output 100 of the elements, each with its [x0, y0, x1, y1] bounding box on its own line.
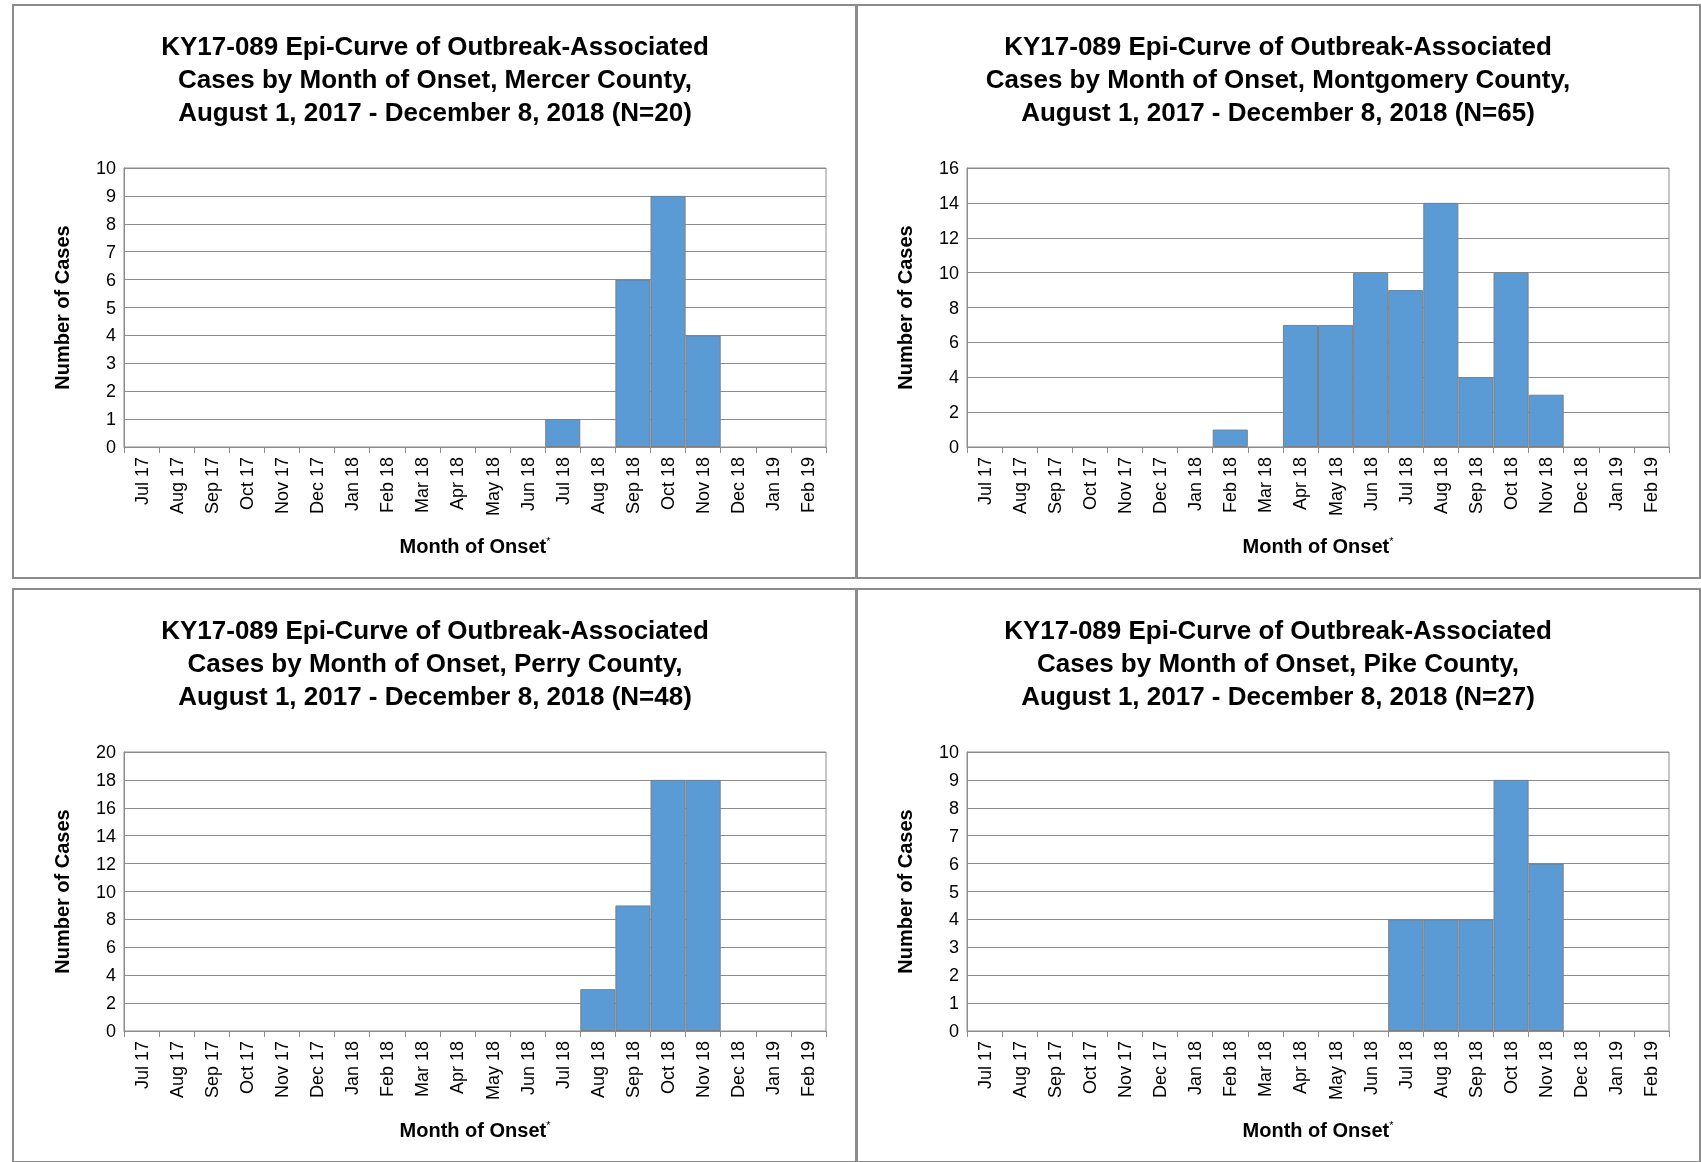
x-tick-label: Feb 19 [798, 457, 819, 514]
x-tick-label: Oct 18 [658, 1041, 679, 1095]
x-tick-label: Aug 18 [1430, 1041, 1451, 1099]
y-tick-label: 5 [948, 881, 959, 902]
x-tick-label: Jun 18 [517, 457, 538, 512]
y-tick-label: 4 [105, 325, 116, 346]
x-tick-label: Apr 18 [1290, 1041, 1311, 1095]
y-tick-label: 9 [105, 185, 116, 206]
x-tick-label: Sep 18 [1465, 457, 1486, 515]
x-tick-label: Dec 18 [1571, 457, 1592, 515]
y-tick-label: 0 [948, 437, 959, 457]
x-tick-label: Feb 18 [1220, 1041, 1241, 1098]
x-tick-label: Nov 18 [1536, 457, 1557, 515]
y-axis-title: Number of Cases [51, 225, 73, 390]
x-tick-label: Apr 18 [1290, 457, 1311, 511]
x-tick-label: Feb 18 [377, 1041, 398, 1098]
chart-title: KY17-089 Epi-Curve of Outbreak-Associated Cases by Month of Onset, Montgomery County, August 1, 2017 - December 8, 2018 (N=65) [985, 30, 1571, 127]
x-tick-label: Jul 17 [131, 457, 152, 506]
y-axis-title: Number of Cases [894, 809, 916, 974]
x-tick-label: Dec 18 [728, 1041, 749, 1099]
y-tick-label: 6 [948, 853, 959, 874]
x-tick-label: Feb 19 [1641, 1041, 1662, 1098]
y-tick-label: 7 [105, 241, 116, 262]
y-tick-label: 10 [938, 262, 959, 283]
y-tick-label: 5 [105, 297, 116, 318]
bar [545, 419, 581, 447]
x-tick-label: Nov 17 [271, 1041, 292, 1099]
y-tick-label: 16 [938, 158, 959, 178]
x-tick-label: Feb 19 [1641, 457, 1662, 514]
y-tick-label: 0 [105, 437, 116, 457]
x-tick-label: Sep 17 [201, 457, 222, 515]
x-tick-label: Nov 17 [271, 457, 292, 515]
x-tick-label: Nov 17 [1114, 457, 1135, 515]
y-tick-label: 8 [948, 297, 959, 318]
x-tick-label: Mar 18 [412, 1041, 433, 1098]
x-tick-label: Aug 17 [1009, 1041, 1030, 1099]
x-tick-label: Jan 19 [1606, 457, 1627, 512]
y-tick-label: 12 [95, 853, 116, 874]
x-tick-label: May 18 [1325, 1041, 1346, 1101]
x-tick-label: Jan 19 [763, 457, 784, 512]
x-tick-label: Sep 17 [201, 1041, 222, 1099]
chart-title: KY17-089 Epi-Curve of Outbreak-Associated Cases by Month of Onset, Mercer County, August 1, 2017 - December 8, 2018 (N=20) [161, 30, 709, 127]
x-tick-label: Dec 17 [1150, 457, 1171, 515]
x-axis-title: Month of Onset* [399, 1118, 552, 1141]
x-tick-label: Jul 18 [1395, 1041, 1416, 1090]
x-tick-label: Sep 18 [1465, 1041, 1486, 1099]
bar [1212, 429, 1248, 447]
x-tick-label: Dec 18 [1571, 1041, 1592, 1099]
x-tick-label: Jan 18 [1185, 457, 1206, 512]
y-tick-label: 12 [938, 227, 959, 248]
y-tick-label: 6 [105, 937, 116, 958]
x-tick-label: Jan 19 [763, 1041, 784, 1096]
y-tick-label: 2 [948, 402, 959, 423]
y-tick-label: 6 [948, 332, 959, 353]
x-tick-label: Nov 18 [693, 457, 714, 515]
x-tick-label: Jan 18 [342, 457, 363, 512]
x-tick-label: Oct 18 [658, 457, 679, 511]
y-tick-label: 2 [105, 381, 116, 402]
x-tick-label: Mar 18 [1255, 457, 1276, 514]
x-tick-label: May 18 [1325, 457, 1346, 517]
x-tick-label: May 18 [482, 1041, 503, 1101]
y-tick-label: 3 [948, 937, 959, 958]
x-tick-label: Feb 19 [798, 1041, 819, 1098]
x-tick-label: Oct 18 [1501, 457, 1522, 511]
x-tick-label: Jul 17 [974, 457, 995, 506]
y-tick-label: 10 [95, 881, 116, 902]
x-tick-label: Aug 18 [587, 457, 608, 515]
x-tick-label: Jul 18 [552, 1041, 573, 1090]
y-tick-label: 9 [948, 769, 959, 790]
y-tick-label: 4 [105, 965, 116, 986]
chart-title: KY17-089 Epi-Curve of Outbreak-Associated Cases by Month of Onset, Pike County, August 1, 2017 - December 8, 2018 (N=27) [1004, 614, 1552, 711]
x-tick-label: Jan 18 [342, 1041, 363, 1096]
x-tick-label: Aug 17 [166, 1041, 187, 1099]
y-tick-label: 8 [948, 797, 959, 818]
y-tick-label: 2 [105, 993, 116, 1014]
y-axis-title: Number of Cases [894, 225, 916, 390]
x-tick-label: Aug 18 [1430, 457, 1451, 515]
x-tick-label: Dec 18 [728, 457, 749, 515]
x-tick-label: May 18 [482, 457, 503, 517]
y-tick-label: 0 [948, 1021, 959, 1041]
y-tick-label: 14 [95, 825, 116, 846]
x-axis-title: Month of Onset* [1242, 534, 1395, 557]
y-tick-label: 6 [105, 269, 116, 290]
y-tick-label: 14 [938, 192, 959, 213]
x-tick-label: Feb 18 [1220, 457, 1241, 514]
x-tick-label: Mar 18 [1255, 1041, 1276, 1098]
x-tick-label: Sep 18 [622, 457, 643, 515]
x-tick-label: Mar 18 [412, 457, 433, 514]
x-tick-label: Apr 18 [447, 1041, 468, 1095]
x-tick-label: Jun 18 [1360, 1041, 1381, 1096]
x-tick-label: Apr 18 [447, 457, 468, 511]
x-tick-label: Dec 17 [307, 1041, 328, 1099]
y-tick-label: 18 [95, 769, 116, 790]
x-tick-label: Sep 17 [1044, 457, 1065, 515]
y-tick-label: 7 [948, 825, 959, 846]
x-axis-title: Month of Onset* [399, 534, 552, 557]
x-tick-label: Oct 18 [1501, 1041, 1522, 1095]
y-tick-label: 8 [105, 909, 116, 930]
x-tick-label: Sep 17 [1044, 1041, 1065, 1099]
x-tick-label: Nov 17 [1114, 1041, 1135, 1099]
